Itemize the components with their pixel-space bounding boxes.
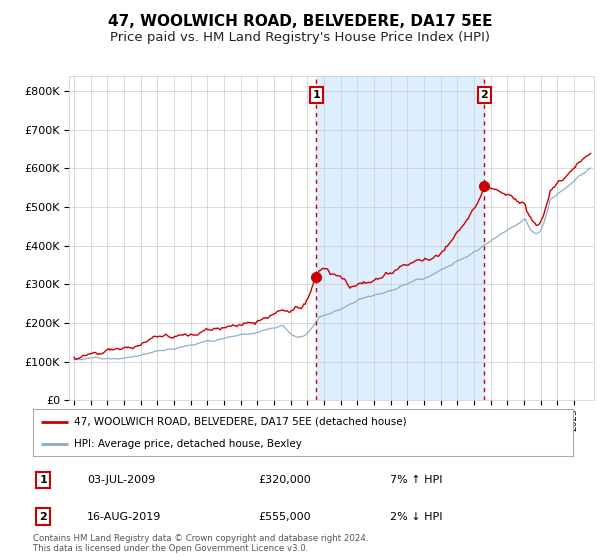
- Text: Price paid vs. HM Land Registry's House Price Index (HPI): Price paid vs. HM Land Registry's House …: [110, 31, 490, 44]
- Text: 03-JUL-2009: 03-JUL-2009: [87, 475, 155, 485]
- Text: £320,000: £320,000: [258, 475, 311, 485]
- Text: 2: 2: [40, 512, 47, 521]
- Bar: [316, 76, 484, 400]
- Text: Contains HM Land Registry data © Crown copyright and database right 2024.
This d: Contains HM Land Registry data © Crown c…: [33, 534, 368, 553]
- Text: 1: 1: [313, 90, 320, 100]
- Text: 16-AUG-2019: 16-AUG-2019: [87, 512, 161, 521]
- Text: £555,000: £555,000: [258, 512, 311, 521]
- Text: 1: 1: [40, 475, 47, 485]
- Text: HPI: Average price, detached house, Bexley: HPI: Average price, detached house, Bexl…: [74, 438, 301, 449]
- Text: 2% ↓ HPI: 2% ↓ HPI: [390, 512, 443, 521]
- Text: 2: 2: [481, 90, 488, 100]
- Text: 47, WOOLWICH ROAD, BELVEDERE, DA17 5EE: 47, WOOLWICH ROAD, BELVEDERE, DA17 5EE: [108, 14, 492, 29]
- Text: 7% ↑ HPI: 7% ↑ HPI: [390, 475, 443, 485]
- Text: 47, WOOLWICH ROAD, BELVEDERE, DA17 5EE (detached house): 47, WOOLWICH ROAD, BELVEDERE, DA17 5EE (…: [74, 417, 406, 427]
